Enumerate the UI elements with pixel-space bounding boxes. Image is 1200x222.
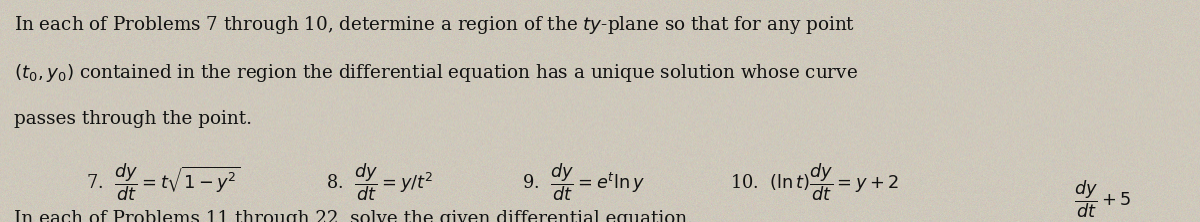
Text: 10.  $(\ln t)\dfrac{dy}{dt} = y+2$: 10. $(\ln t)\dfrac{dy}{dt} = y+2$ [730,161,899,202]
Text: $(t_0, y_0)$ contained in the region the differential equation has a unique solu: $(t_0, y_0)$ contained in the region the… [14,62,858,84]
Text: In each of Problems 11 through 22, solve the given differential equation.: In each of Problems 11 through 22, solve… [14,210,694,222]
Text: 7.  $\dfrac{dy}{dt} = t\sqrt{1-y^2}$: 7. $\dfrac{dy}{dt} = t\sqrt{1-y^2}$ [86,161,241,202]
Text: 9.  $\dfrac{dy}{dt} = e^t \ln y$: 9. $\dfrac{dy}{dt} = e^t \ln y$ [522,161,644,202]
Text: In each of Problems 7 through 10, determine a region of the $ty$-plane so that f: In each of Problems 7 through 10, determ… [14,14,856,36]
Text: $\dfrac{dy}{dt}+5$: $\dfrac{dy}{dt}+5$ [1074,178,1132,220]
Text: passes through the point.: passes through the point. [14,110,252,128]
Text: 8.  $\dfrac{dy}{dt} = y/t^2$: 8. $\dfrac{dy}{dt} = y/t^2$ [326,161,433,202]
